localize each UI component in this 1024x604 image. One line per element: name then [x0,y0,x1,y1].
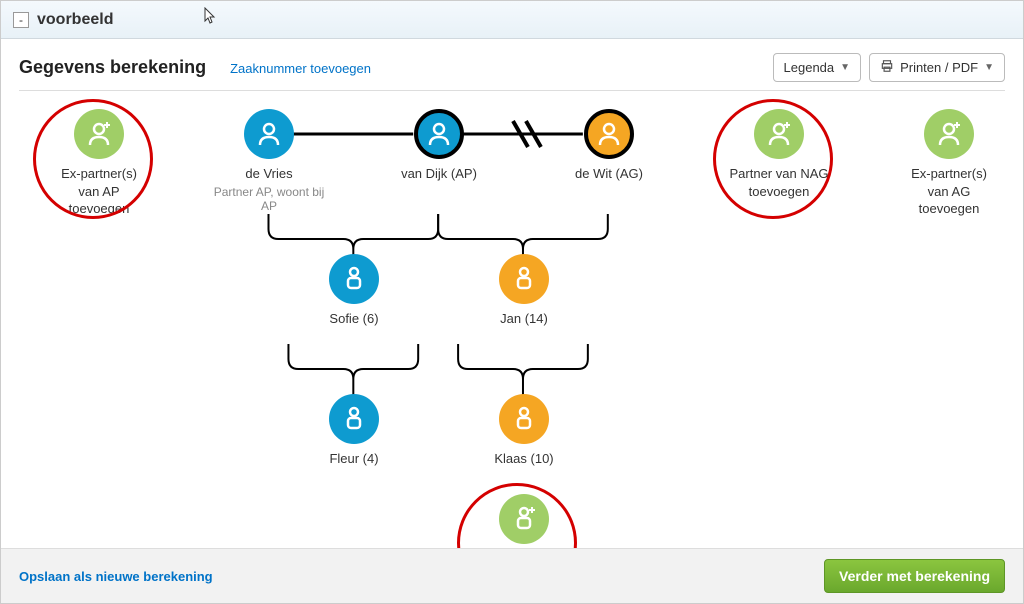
child-icon [329,254,379,304]
node-klaas[interactable]: Klaas (10) [464,394,584,468]
save-as-new-link[interactable]: Opslaan als nieuwe berekening [19,569,213,584]
legend-label: Legenda [784,60,835,75]
continue-button[interactable]: Verder met berekening [824,559,1005,593]
printer-icon [880,59,894,76]
family-canvas: Ex-partner(s)van APtoevoegen de Vries Part… [19,99,1005,559]
person-plus-icon [754,109,804,159]
print-label: Printen / PDF [900,60,978,75]
collapse-toggle[interactable]: - [13,12,29,28]
person-icon [414,109,464,159]
node-label: Partner van NAGtoevoegen [719,165,839,200]
node-label: Ex-partner(s)van AGtoevoegen [889,165,1009,218]
legend-button[interactable]: Legenda ▼ [773,53,862,82]
node-label: de Wit (AG) [549,165,669,183]
panel-header: - voorbeeld [1,1,1023,39]
node-label: de Vries [209,165,329,183]
node-label: Ex-partner(s)van APtoevoegen [39,165,159,218]
node-label: Sofie (6) [294,310,414,328]
panel-title: voorbeeld [37,11,113,29]
node-sublabel: Partner AP, woont bij AP [209,185,329,213]
node-label: van Dijk (AP) [379,165,499,183]
node-partner_nag[interactable]: Partner van NAGtoevoegen [719,109,839,200]
child-icon [499,254,549,304]
section-title: Gegevens berekening [19,57,206,78]
node-label: Klaas (10) [464,450,584,468]
print-button[interactable]: Printen / PDF ▼ [869,53,1005,82]
node-ex_ap[interactable]: Ex-partner(s)van APtoevoegen [39,109,159,218]
person-plus-icon [924,109,974,159]
child-icon [329,394,379,444]
caret-down-icon: ▼ [984,62,994,73]
node-sofie[interactable]: Sofie (6) [294,254,414,328]
footer: Opslaan als nieuwe berekening Verder met… [1,548,1023,603]
node-jan[interactable]: Jan (14) [464,254,584,328]
node-de_vries[interactable]: de Vries Partner AP, woont bij AP [209,109,329,213]
person-icon [584,109,634,159]
connector-lines [19,99,1005,559]
node-fleur[interactable]: Fleur (4) [294,394,414,468]
child-icon [499,394,549,444]
node-label: Jan (14) [464,310,584,328]
add-case-link[interactable]: Zaaknummer toevoegen [230,61,371,76]
node-label: Fleur (4) [294,450,414,468]
person-plus-icon [74,109,124,159]
node-de_wit[interactable]: de Wit (AG) [549,109,669,183]
cursor-icon [201,7,217,32]
divider [19,90,1005,91]
child-plus-icon [499,494,549,544]
caret-down-icon: ▼ [840,62,850,73]
node-van_dijk[interactable]: van Dijk (AP) [379,109,499,183]
toolbar: Gegevens berekening Zaaknummer toevoegen… [1,39,1023,90]
person-icon [244,109,294,159]
node-ex_ag[interactable]: Ex-partner(s)van AGtoevoegen [889,109,1009,218]
